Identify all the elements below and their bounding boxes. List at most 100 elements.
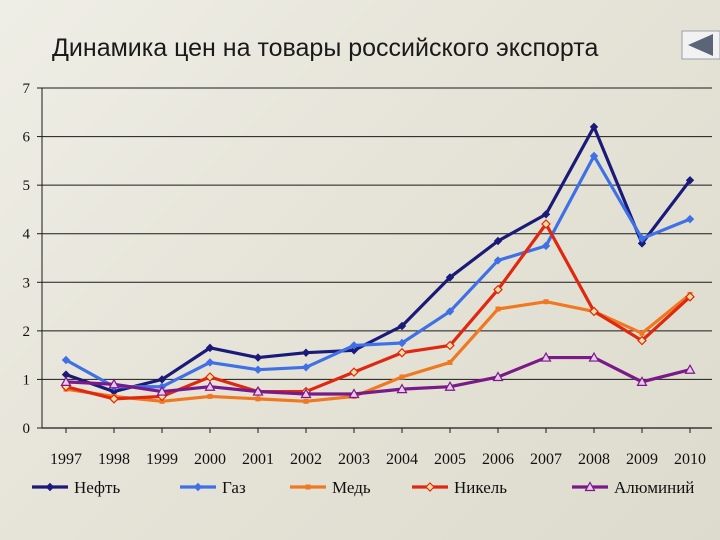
data-point (684, 363, 696, 374)
data-point (60, 376, 72, 386)
data-point (445, 340, 455, 351)
y-tick-label: 4 (23, 227, 31, 243)
legend-label: Нефть (74, 478, 121, 497)
series-2 (61, 151, 695, 391)
series-4 (61, 219, 695, 404)
data-point (396, 383, 408, 394)
data-point (685, 214, 695, 224)
x-tick-label: 2000 (194, 451, 226, 468)
data-point (589, 122, 599, 132)
data-point (589, 151, 599, 161)
legend-swatch (412, 482, 448, 492)
y-tick-label: 6 (23, 130, 31, 146)
back-button[interactable] (681, 30, 720, 60)
legend-swatch (180, 482, 216, 492)
data-point (495, 306, 501, 312)
legend: Нефть Газ Медь Никель Алюминий (30, 476, 720, 502)
y-tick-label: 2 (23, 324, 31, 340)
legend-marker (305, 484, 311, 490)
x-tick-label: 2005 (434, 451, 466, 468)
data-point (445, 273, 455, 282)
data-point (253, 365, 263, 374)
data-point (205, 358, 215, 367)
data-point (541, 210, 551, 219)
data-point (255, 396, 261, 402)
y-tick-label: 0 (23, 421, 31, 437)
x-tick-label: 2006 (482, 451, 514, 468)
legend-marker (45, 482, 55, 492)
x-tick-label: 2004 (386, 451, 418, 468)
data-point (301, 363, 311, 372)
series-line (64, 154, 692, 389)
x-tick-label: 1998 (98, 451, 130, 468)
data-point (639, 330, 645, 336)
legend-marker (193, 482, 203, 492)
x-tick-label: 1997 (50, 451, 82, 468)
legend-swatch (572, 481, 608, 492)
data-point (108, 378, 120, 389)
series-5 (60, 351, 696, 399)
data-point (589, 306, 599, 317)
x-tick-label: 2001 (242, 451, 274, 468)
data-point (252, 385, 264, 396)
legend-label: Газ (222, 478, 246, 497)
grid (42, 87, 712, 380)
data-point (447, 359, 453, 365)
data-point (637, 234, 647, 243)
y-tick-label: 1 (23, 372, 31, 388)
data-point (445, 307, 455, 316)
data-point (399, 374, 405, 380)
data-point (397, 321, 407, 331)
data-point (205, 343, 215, 353)
data-point (540, 351, 552, 362)
data-point (397, 347, 407, 358)
legend-swatch (32, 482, 68, 492)
x-tick-labels: 1997 1998 1999 2000 2001 2002 2003 2004 2005 2006… (50, 451, 706, 468)
x-tick-label: 2002 (290, 451, 322, 468)
y-tick-label: 3 (23, 275, 31, 291)
data-point (156, 385, 168, 396)
x-tick-label: 2010 (674, 451, 706, 468)
data-point (207, 393, 213, 399)
data-point (159, 398, 165, 404)
data-point (204, 380, 216, 391)
data-point (493, 256, 503, 265)
legend-marker (584, 481, 596, 492)
data-point (109, 394, 119, 404)
data-point (637, 239, 647, 248)
data-point (301, 348, 311, 357)
data-point (61, 355, 71, 365)
data-point (637, 335, 647, 346)
data-point (636, 376, 648, 386)
data-point (300, 388, 312, 399)
series-line (64, 222, 692, 401)
data-point (493, 284, 503, 295)
x-tick-label: 1999 (146, 451, 178, 468)
data-point (492, 371, 504, 382)
series-line (64, 125, 692, 394)
x-tick-label: 2008 (578, 451, 610, 468)
data-point (444, 380, 456, 391)
series-1 (61, 122, 695, 396)
data-point (541, 219, 551, 229)
data-point (397, 338, 407, 348)
x-tick-label: 2007 (530, 451, 562, 468)
data-point (685, 176, 695, 185)
y-tick-label: 5 (23, 178, 31, 194)
data-point (348, 388, 360, 399)
data-point (685, 292, 695, 302)
data-point (349, 341, 359, 350)
data-point (543, 299, 549, 305)
data-point (541, 241, 551, 251)
legend-label: Медь (332, 478, 371, 497)
y-tick-labels: 0 1 2 3 4 5 6 7 (23, 81, 31, 437)
data-point (303, 398, 309, 404)
data-point (253, 353, 263, 362)
x-tick-label: 2009 (626, 451, 658, 468)
chart-title: Динамика цен на товары российского экспо… (52, 34, 599, 62)
axes (37, 87, 712, 433)
x-tick-label: 2003 (338, 451, 370, 468)
legend-swatch (290, 484, 326, 490)
series-line (64, 292, 692, 403)
series-group (60, 122, 696, 404)
